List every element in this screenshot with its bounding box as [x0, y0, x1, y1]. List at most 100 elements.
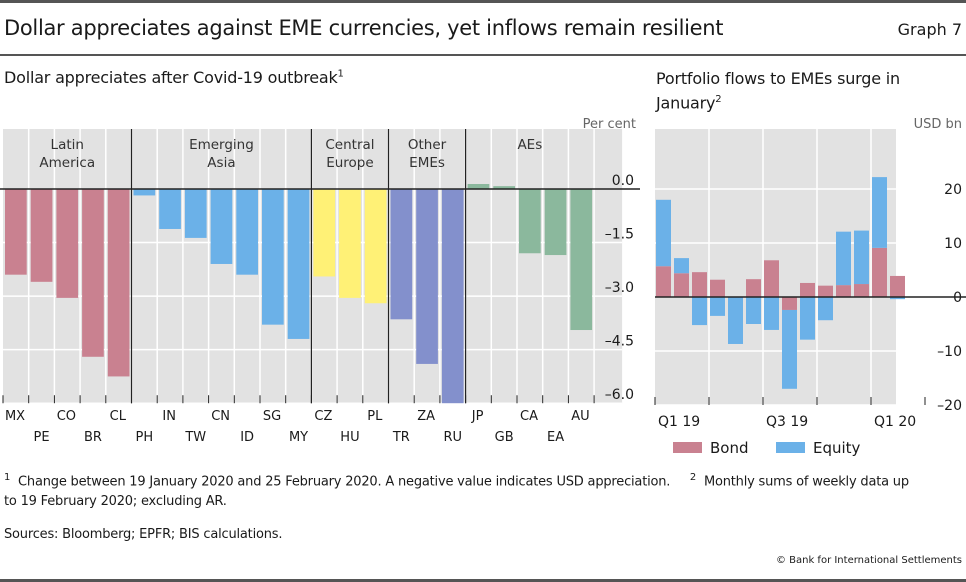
bar-bond — [764, 260, 779, 297]
y-tick-label: 20 — [944, 182, 962, 198]
x-tick-label: PE — [34, 430, 50, 445]
bar-bond — [674, 273, 689, 297]
bar-tr — [390, 189, 413, 320]
group-label: Asia — [207, 155, 235, 171]
left-chart-title-text: Dollar appreciates after Covid-19 outbre… — [4, 68, 338, 87]
x-tick-label: CN — [211, 409, 230, 424]
bar-ru — [441, 189, 464, 404]
bar-bond — [782, 297, 797, 310]
right-chart-title: Portfolio flows to EMEs surge in January… — [656, 68, 900, 113]
footnote-2-cont: to 19 February 2020; excluding AR. — [4, 494, 227, 509]
group-label: EMEs — [409, 155, 445, 171]
bar-bond — [854, 284, 869, 297]
x-tick-label: TR — [392, 430, 410, 445]
group-label: America — [39, 155, 95, 171]
x-tick-label: HU — [340, 430, 359, 445]
right-chart: 20 10 0 –10 –20 Q1 19 Q3 19 Q1 20 Bond Equity — [654, 129, 966, 457]
legend-swatch-bond — [673, 442, 702, 453]
graph-number: Graph 7 — [897, 20, 962, 39]
footnote-1-marker: 1 — [4, 472, 11, 483]
legend-label-equity: Equity — [813, 439, 861, 457]
bar-za — [416, 189, 438, 364]
bar-bond — [692, 272, 707, 297]
x-tick-label: CA — [520, 409, 538, 424]
x-tick-label: JP — [471, 409, 484, 424]
bar-hu — [339, 189, 361, 298]
group-label: AEs — [517, 137, 542, 153]
x-tick-label: BR — [84, 430, 102, 445]
bar-equity — [656, 199, 671, 267]
bar-cn — [210, 189, 233, 264]
title-rule — [0, 54, 966, 56]
bar-equity — [764, 297, 779, 330]
bar-equity — [710, 297, 725, 316]
x-tick-label: GB — [495, 430, 514, 445]
x-tick-label: EA — [547, 430, 564, 445]
bar-br — [82, 189, 104, 357]
bar-in — [159, 189, 181, 229]
group-label: Emerging — [189, 137, 254, 153]
y-tick-label: –6.0 — [605, 387, 634, 403]
bar-bond — [890, 275, 905, 297]
x-tick-label: MX — [5, 409, 25, 424]
bar-pe — [30, 189, 53, 282]
bar-equity — [746, 297, 761, 324]
y-tick-label: 0.0 — [612, 173, 634, 189]
x-tick-label: ZA — [417, 409, 435, 424]
bar-cz — [313, 189, 336, 277]
footnote-2-marker: 2 — [689, 472, 697, 483]
x-tick-label: TW — [184, 430, 206, 445]
y-tick-label: –4.5 — [605, 334, 634, 350]
group-label: Europe — [326, 155, 373, 171]
bar-bond — [836, 285, 851, 297]
left-y-unit: Per cent — [582, 117, 636, 132]
bar-bond — [710, 279, 725, 297]
footnote-2-text-a: Monthly sums of weekly data up — [703, 474, 909, 490]
copyright: © Bank for International Settlements — [775, 555, 962, 566]
y-tick-label: –20 — [937, 398, 962, 414]
left-chart: 0.0 –1.5 –3.0 –4.5 –6.0 Latin America MX PE CO BR C… — [0, 129, 640, 445]
y-tick-label: 10 — [944, 236, 962, 252]
right-chart-title-line1: Portfolio flows to EMEs surge in — [656, 69, 900, 88]
bar-tw — [184, 189, 207, 238]
bar-pl — [364, 189, 387, 304]
x-tick-label: ID — [240, 430, 254, 445]
x-tick-label: IN — [162, 409, 176, 424]
bar-equity — [872, 177, 887, 248]
y-tick-label: –1.5 — [605, 227, 634, 243]
bar-id — [236, 189, 258, 275]
bar-jp — [467, 184, 490, 189]
x-tick-label: PL — [367, 409, 383, 424]
legend-label-bond: Bond — [710, 439, 749, 457]
y-tick-label: 0 — [953, 290, 962, 306]
bar-equity — [854, 230, 869, 285]
x-tick-label: Q1 20 — [874, 414, 916, 430]
bar-ea — [544, 189, 567, 256]
x-tick-label: Q1 19 — [658, 414, 700, 430]
y-tick-label: –10 — [937, 344, 962, 360]
bar-sg — [262, 189, 284, 325]
bar-my — [287, 189, 310, 339]
x-tick-label: AU — [571, 409, 589, 424]
graph-title: Dollar appreciates against EME currencie… — [4, 16, 724, 40]
x-tick-label: Q3 19 — [766, 414, 808, 430]
bar-bond — [800, 282, 815, 297]
group-label: Central — [325, 137, 374, 153]
bar-gb — [493, 186, 515, 189]
x-tick-label: CO — [57, 409, 76, 424]
group-label: Latin — [51, 137, 84, 153]
bar-equity — [800, 297, 815, 340]
footnote-1: 1 Change between 19 January 2020 and 25 … — [4, 472, 909, 489]
bar-equity — [692, 297, 707, 326]
group-label: Other — [408, 137, 447, 153]
bar-ph — [133, 189, 156, 196]
x-tick-label: RU — [443, 430, 462, 445]
bar-equity — [836, 231, 851, 286]
x-tick-label: CL — [110, 409, 127, 424]
bar-ca — [519, 189, 541, 254]
top-rule — [0, 0, 966, 3]
bar-bond — [818, 285, 833, 297]
y-tick-label: –3.0 — [605, 280, 634, 296]
bar-equity — [782, 309, 797, 389]
bar-equity — [728, 297, 743, 344]
